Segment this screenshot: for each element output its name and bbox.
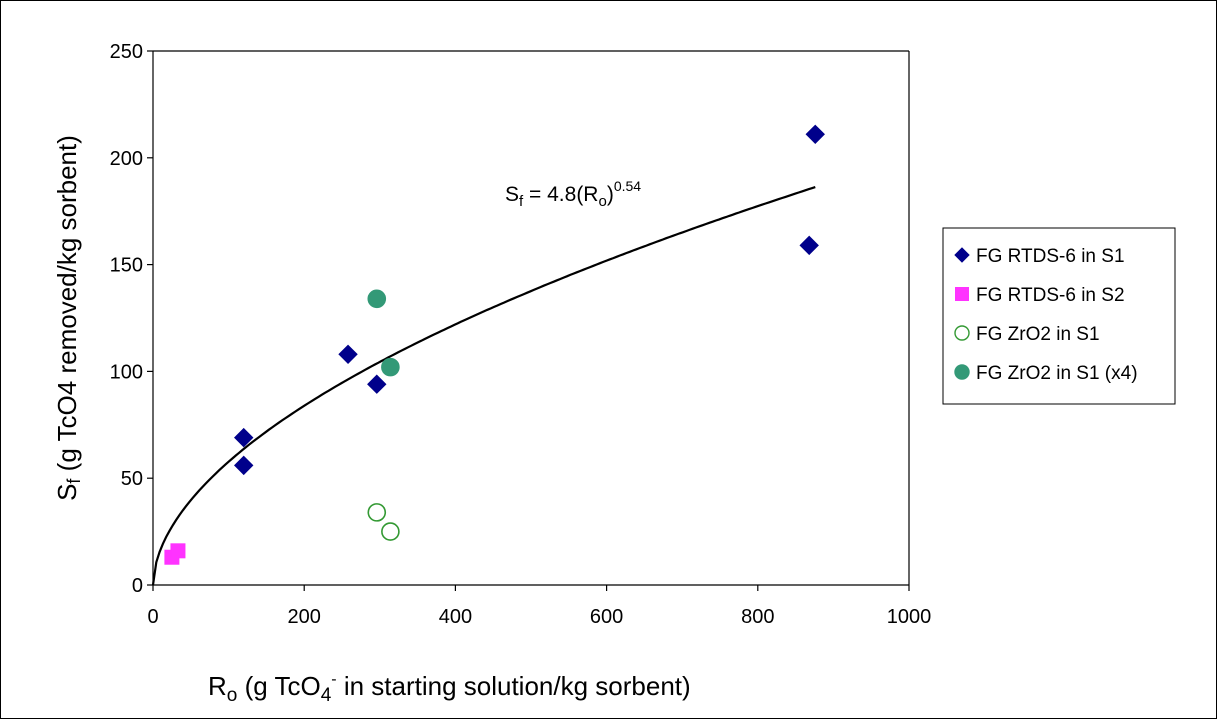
- legend-entry: FG RTDS-6 in S1: [954, 246, 1125, 267]
- x-axis-title-sup: -: [331, 671, 336, 688]
- data-point: [367, 289, 387, 309]
- eq-lhs: S: [505, 183, 519, 206]
- legend-box: [942, 227, 1176, 405]
- data-point: [381, 522, 400, 541]
- legend-swatch: [954, 247, 970, 263]
- x-tick-label: 400: [439, 606, 472, 628]
- eq-close: ): [607, 183, 614, 206]
- eq-lhs-sub: f: [519, 193, 524, 210]
- y-axis-title-prefix: S: [52, 484, 82, 501]
- x-tick-label: 0: [147, 606, 158, 628]
- y-tick-group: 0 50 100 150 200 250: [110, 41, 153, 597]
- x-axis-title-suffix: in starting solution/kg sorbent): [337, 671, 691, 701]
- data-points-group: [164, 124, 825, 565]
- data-point: [805, 124, 825, 145]
- y-tick-label: 0: [132, 575, 143, 597]
- y-axis-title: Sf (g TcO4 removed/kg sorbent): [52, 135, 84, 501]
- eq-exponent: 0.54: [614, 178, 641, 194]
- x-axis-title-prefix: R: [208, 671, 227, 701]
- eq-mid: = 4.8(R: [523, 183, 598, 206]
- x-axis-title: Ro (g TcO4- in starting solution/kg sorb…: [208, 671, 691, 706]
- legend-label: FG ZrO2 in S1 (x4): [976, 363, 1138, 384]
- data-point: [799, 235, 819, 256]
- data-point: [338, 344, 358, 365]
- legend-entry: FG ZrO2 in S1: [954, 324, 1100, 345]
- x-tick-label: 1000: [887, 606, 932, 628]
- y-tick-label: 200: [110, 148, 143, 170]
- x-tick-label: 200: [288, 606, 321, 628]
- legend-swatch: [954, 364, 970, 380]
- y-tick-label: 50: [121, 468, 143, 490]
- eq-mid-sub: o: [598, 193, 606, 210]
- legend-swatch: [954, 325, 970, 341]
- legend-entry: FG RTDS-6 in S2: [955, 285, 1125, 306]
- legend-swatch: [955, 287, 969, 301]
- power-fit-curve: [151, 186, 816, 586]
- data-point: [381, 357, 400, 377]
- y-axis-title-sub: f: [64, 478, 84, 484]
- x-axis-title-mid: (g TcO: [237, 671, 320, 701]
- legend-entry: FG ZrO2 in S1 (x4): [954, 363, 1138, 384]
- x-axis-title-sub: o: [227, 685, 238, 706]
- legend-label: FG RTDS-6 in S2: [976, 285, 1125, 306]
- data-point: [234, 427, 254, 448]
- data-point: [367, 503, 387, 522]
- data-point: [367, 374, 387, 394]
- legend: FG RTDS-6 in S1 FG RTDS-6 in S2 FG ZrO2 in…: [942, 227, 1176, 405]
- x-tick-group: 0 200 400 600 800 1000: [147, 585, 931, 628]
- x-tick-label: 600: [590, 606, 623, 628]
- legend-label: FG ZrO2 in S1: [976, 324, 1100, 345]
- fit-equation: Sf = 4.8(Ro)0.54: [505, 178, 641, 210]
- y-tick-label: 150: [110, 255, 143, 277]
- x-axis-title-sub2: 4: [321, 685, 332, 706]
- data-point: [234, 455, 254, 476]
- y-axis-title-rest: (g TcO4 removed/kg sorbent): [52, 135, 82, 478]
- legend-label: FG RTDS-6 in S1: [976, 246, 1125, 267]
- data-point: [170, 543, 186, 559]
- y-tick-label: 100: [110, 361, 143, 383]
- y-tick-label: 250: [110, 41, 143, 63]
- x-tick-label: 800: [741, 606, 774, 628]
